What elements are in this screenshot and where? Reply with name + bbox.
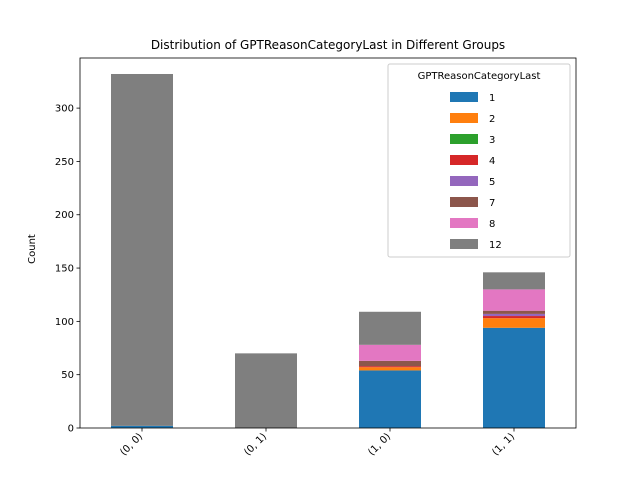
bar-segment-8-3 [483,289,545,311]
bar-segment-12-0 [111,73,173,426]
legend-swatch-4 [450,155,478,165]
bar-segment-2-3 [483,318,545,328]
legend-swatch-8 [450,218,478,228]
y-axis-label: Count [27,234,38,264]
legend-swatch-7 [450,197,478,207]
bar-segment-4-2 [359,366,421,368]
y-tick-label: 300 [55,104,74,115]
legend-label-4: 4 [489,156,495,167]
bar-segment-12-3 [483,272,545,290]
legend-swatch-1 [450,92,478,102]
legend-label-2: 2 [489,114,495,125]
legend-swatch-12 [450,239,478,249]
legend-swatch-5 [450,176,478,186]
legend-label-8: 8 [489,219,495,230]
y-tick-label: 250 [55,157,74,168]
bar-segment-12-1 [235,353,297,428]
legend-label-3: 3 [489,135,495,146]
legend-label-1: 1 [489,93,495,104]
bar-segment-12-2 [359,311,421,345]
chart-title: Distribution of GPTReasonCategoryLast in… [151,38,505,52]
bar-segment-8-2 [359,344,421,361]
bar-segment-2-2 [359,367,421,371]
bar-segment-4-3 [483,316,545,319]
bar-segment-1-2 [359,370,421,428]
bar-segment-7-3 [483,310,545,314]
legend-label-12: 12 [489,240,502,251]
legend-box [387,63,571,258]
bar-segment-5-3 [483,313,545,317]
legend-label-5: 5 [489,177,495,188]
bars-group [111,73,545,428]
y-tick-label: 0 [68,424,74,435]
legend-swatch-2 [450,113,478,123]
legend-swatch-3 [450,134,478,144]
y-tick-label: 200 [55,210,74,221]
bar-segment-7-2 [359,360,421,367]
y-tick-label: 50 [61,370,74,381]
legend-label-7: 7 [489,198,495,209]
bar-segment-1-3 [483,327,545,428]
bar-segment-1-0 [111,425,173,428]
y-tick-label: 100 [55,317,74,328]
legend-title: GPTReasonCategoryLast [418,71,541,82]
y-tick-label: 150 [55,264,74,275]
plot-frame [79,57,577,429]
